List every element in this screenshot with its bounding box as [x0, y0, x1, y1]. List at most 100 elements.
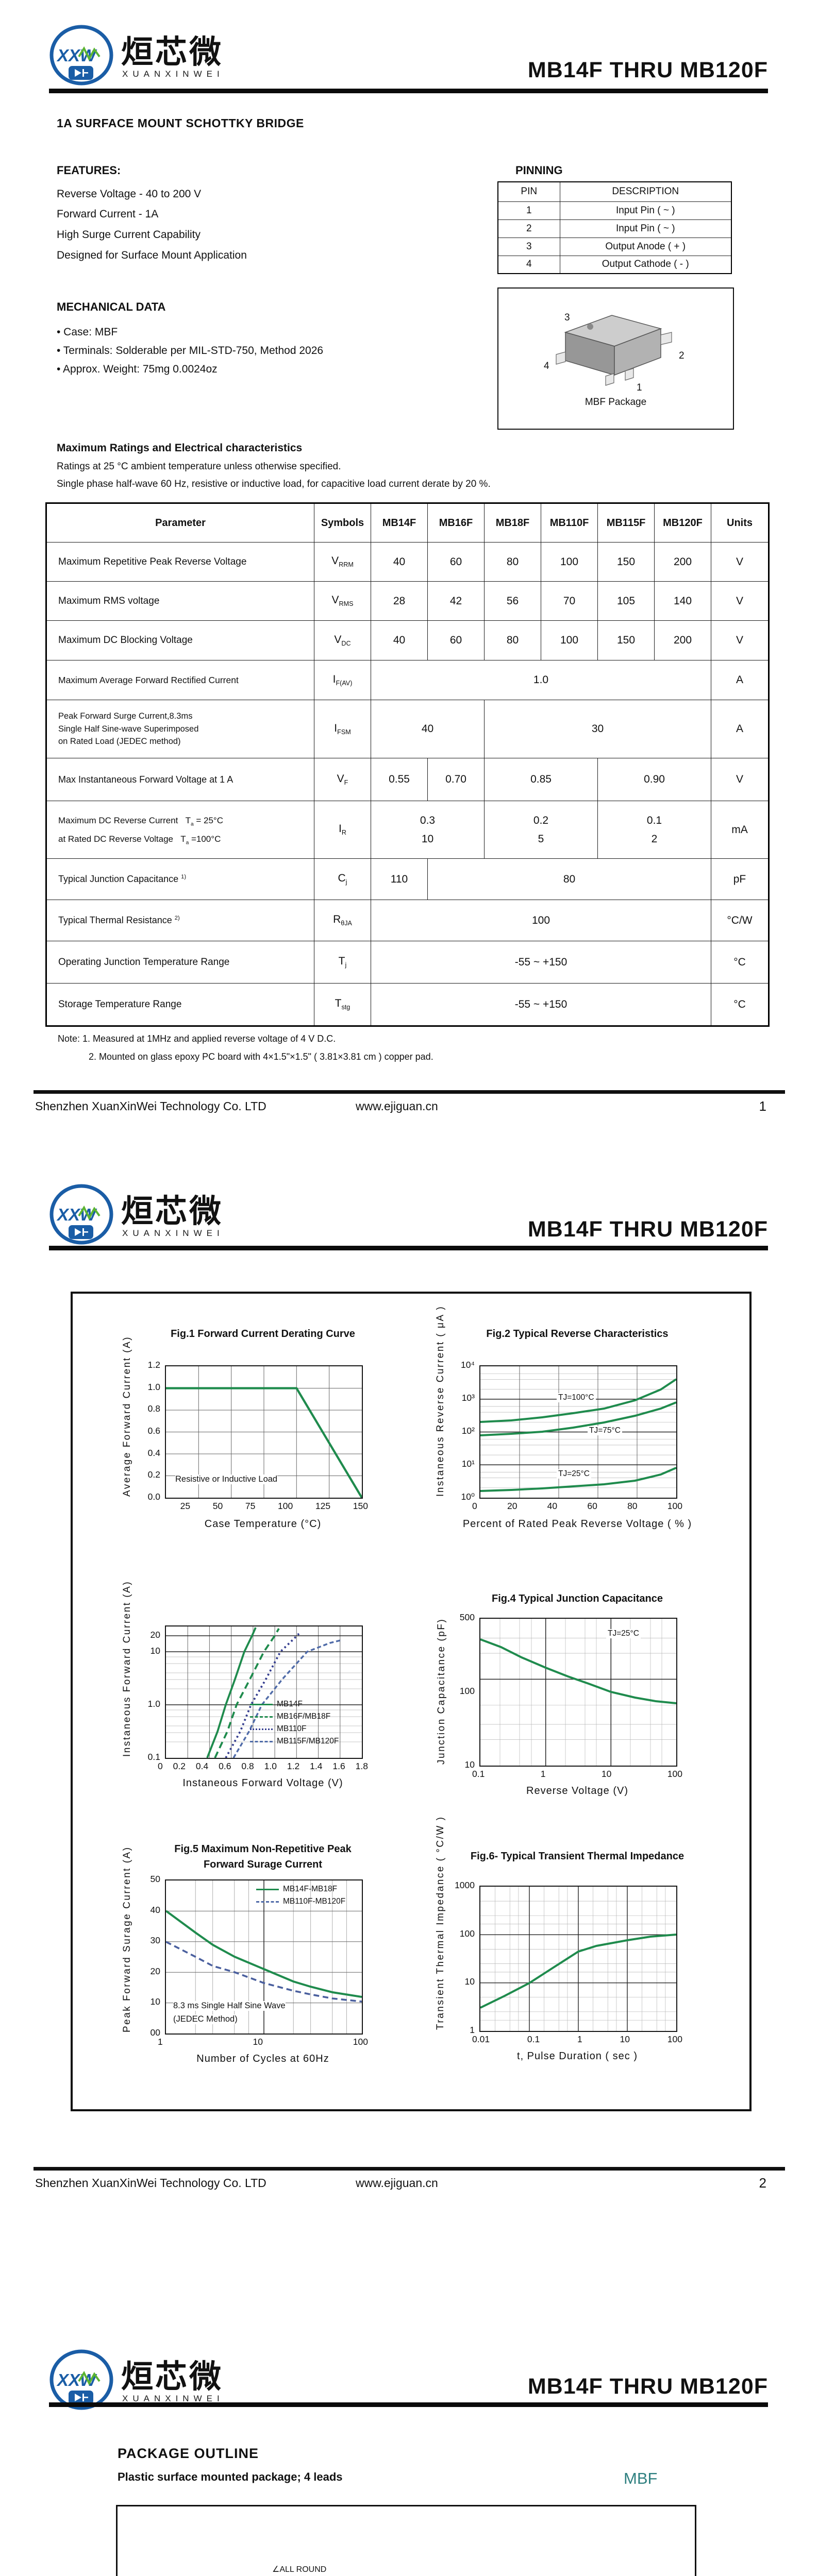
page-number: 1	[759, 1098, 766, 1114]
fig4-x-ticks: 0.1 1 10 100	[472, 1769, 682, 1779]
pinning-heading: PINNING	[515, 164, 563, 177]
fig5-title-line2: Forward Surage Current	[203, 1859, 323, 1870]
fig2-plot: TJ=100°C TJ=75°C TJ=25°C	[479, 1365, 677, 1499]
cell: °C	[711, 941, 769, 984]
table-note: 2. Mounted on glass epoxy PC board with …	[89, 1052, 433, 1062]
cell: A	[711, 700, 769, 758]
table-row: 3 Output Anode ( + )	[497, 237, 732, 256]
cell: Storage Temperature Range	[46, 983, 314, 1026]
footer-company: Shenzhen XuanXinWei Technology Co. LTD	[35, 2176, 266, 2190]
footer-rule	[34, 1090, 785, 1094]
fig2-y-ticks: 10⁴ 10³ 10² 10¹ 10⁰	[461, 1360, 475, 1502]
table-row: Maximum Average Forward Rectified Curren…	[46, 660, 769, 700]
cell: 140	[654, 581, 711, 621]
fig2-chart: Instaneous Reverse Current ( μA ) 10⁴ 10³…	[435, 1306, 691, 1530]
fig3-y-tick: 20	[150, 1630, 160, 1640]
cell: Maximum Average Forward Rectified Curren…	[46, 660, 314, 700]
feature-item: Forward Current - 1A	[57, 208, 159, 220]
cell: 200	[654, 620, 711, 660]
cell: V	[711, 581, 769, 621]
fig3-y-tick: 1.0	[147, 1699, 160, 1709]
mechanical-item: • Case: MBF	[57, 326, 118, 338]
cell: Typical Thermal Resistance 2)	[46, 900, 314, 941]
col-header: MB14F	[371, 503, 428, 543]
col-header: Units	[711, 503, 769, 543]
mb16f-mb18f-line-swatch-icon	[250, 1716, 273, 1718]
mb110f-mb120f-line-swatch-icon	[256, 1901, 279, 1903]
table-row: Maximum DC Blocking Voltage VDC 40 60 80…	[46, 620, 769, 660]
fig2-x-ticks: 0 20 40 60 80 100	[472, 1501, 682, 1511]
cell: 200	[654, 542, 711, 582]
col-header: MB110F	[541, 503, 598, 543]
table-row: 1 Input Pin ( ~ )	[497, 201, 732, 220]
pin3-label: 3	[564, 312, 570, 323]
cell: 150	[597, 542, 655, 582]
cell: VRRM	[314, 542, 371, 582]
fig4-plot: TJ=25°C	[479, 1618, 677, 1767]
package-outline-heading: PACKAGE OUTLINE	[118, 2446, 259, 2461]
desc-col-header: DESCRIPTION	[559, 181, 732, 202]
package-name-label: MBF	[624, 2469, 658, 2487]
footer-rule	[34, 2167, 785, 2171]
fig4-title: Fig.4 Typical Junction Capacitance	[492, 1593, 663, 1604]
doc-subtitle: 1A SURFACE MOUNT SCHOTTKY BRIDGE	[57, 116, 304, 130]
fig2-title: Fig.2 Typical Reverse Characteristics	[486, 1328, 669, 1340]
table-row: Maximum DC Reverse Current Ta = 25°C at …	[46, 801, 769, 859]
cell: Maximum DC Blocking Voltage	[46, 620, 314, 660]
mechanical-item: • Terminals: Solderable per MIL-STD-750,…	[57, 345, 324, 357]
col-header: Symbols	[314, 503, 371, 543]
cell: Cj	[314, 858, 371, 900]
cell: -55 ~ +150	[371, 941, 711, 984]
cell: 0.3 10	[371, 801, 485, 859]
fig6-x-axis-label: t, Pulse Duration ( sec )	[517, 2050, 638, 2062]
col-header: Parameter	[46, 503, 314, 543]
cell: 0.85	[484, 758, 598, 801]
brand-latin-name: XUANXINWEI	[122, 69, 224, 79]
feature-item: Designed for Surface Mount Application	[57, 249, 247, 261]
cell: 110	[371, 858, 428, 900]
feature-item: Reverse Voltage - 40 to 200 V	[57, 188, 202, 200]
mechanical-item: • Approx. Weight: 75mg 0.0024oz	[57, 363, 218, 375]
fig5-plot: MB14F-MB18F MB110F-MB120F 8.3 ms Single …	[165, 1879, 363, 2035]
cell: IFSM	[314, 700, 371, 758]
brand-latin-name: XUANXINWEI	[122, 1228, 224, 1238]
cell: Tstg	[314, 983, 371, 1026]
ratings-heading: Maximum Ratings and Electrical character…	[57, 442, 303, 454]
cell: 42	[427, 581, 485, 621]
table-row: Max Instantaneous Forward Voltage at 1 A…	[46, 758, 769, 801]
fig5-legend: MB14F-MB18F MB110F-MB120F	[256, 1885, 345, 1906]
fig1-title: Fig.1 Forward Current Derating Curve	[171, 1328, 355, 1340]
fig5-chart: Peak Forward Surage Current (A) 50 40 30 20…	[122, 1846, 368, 2064]
pin4-label: 4	[544, 361, 549, 371]
logo-ellipse-icon: XXW	[49, 25, 114, 86]
cell: 0.55	[371, 758, 428, 801]
mechanical-heading: MECHANICAL DATA	[57, 300, 166, 313]
package-caption: MBF Package	[585, 397, 647, 408]
col-header: MB16F	[427, 503, 485, 543]
fig6-plot	[479, 1886, 677, 2032]
cell: -55 ~ +150	[371, 983, 711, 1026]
cell: 100	[371, 900, 711, 941]
fig3-plot: MB14F MB16F/MB18F MB110F MB115F/MB120F	[165, 1625, 363, 1759]
dim-label-all-round: ∠ALL ROUND	[272, 2565, 327, 2574]
cell: °C/W	[711, 900, 769, 941]
mb14f-line-swatch-icon	[250, 1703, 273, 1705]
cell: mA	[711, 801, 769, 859]
pin-col-header: PIN	[497, 181, 560, 202]
fig3-x-ticks: 0 0.2 0.4 0.6 0.8 1.0 1.2 1.4 1.6 1.8	[158, 1761, 368, 1771]
cell: 60	[427, 620, 485, 660]
cell: Tj	[314, 941, 371, 984]
cell: 1	[497, 201, 560, 220]
table-row: Operating Junction Temperature Range Tj …	[46, 941, 769, 984]
fig6-x-ticks: 0.01 0.1 1 10 100	[472, 2034, 682, 2044]
table-row: 2 Input Pin ( ~ )	[497, 219, 732, 238]
company-logo: XXW 烜芯微 XUANXINWEI	[49, 1184, 358, 1246]
cell: 56	[484, 581, 541, 621]
fig1-chart: Average Forward Current (A) 1.2 1.0 0.8 0.6…	[122, 1336, 368, 1530]
company-logo: XXW 烜芯微 XUANXINWEI	[49, 25, 358, 87]
cell: V	[711, 758, 769, 801]
footer-website: www.ejiguan.cn	[356, 2176, 438, 2190]
fig4-y-axis-label: Junction Capacitance (pF)	[436, 1618, 447, 1765]
cell: Output Cathode ( - )	[559, 255, 732, 274]
